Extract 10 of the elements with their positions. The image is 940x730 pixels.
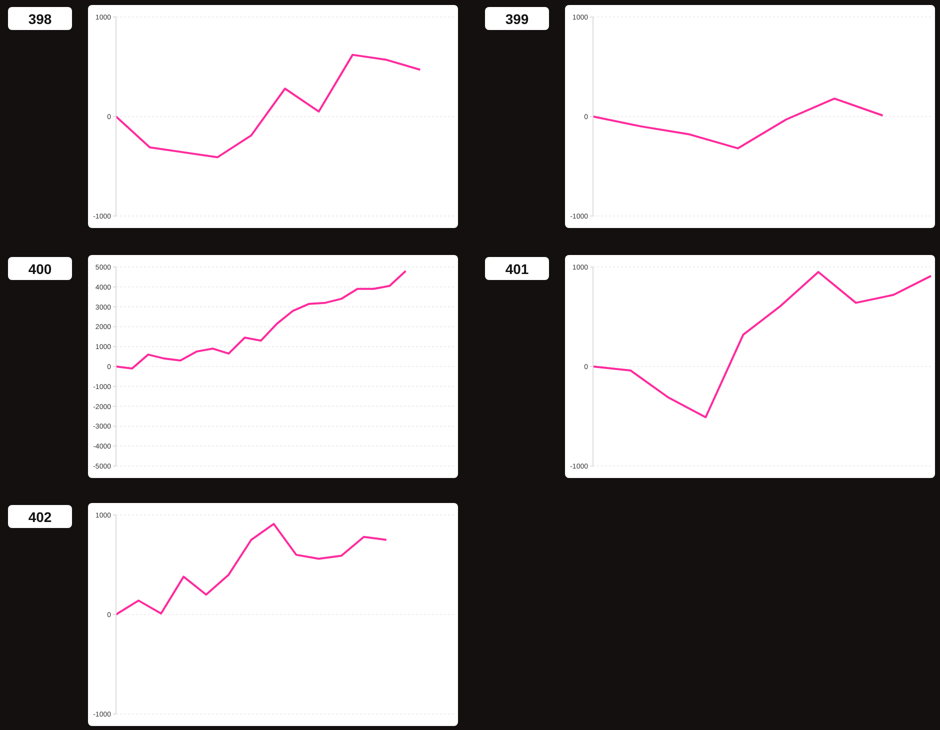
line-series [592,98,884,150]
chart-title: 401 [505,260,529,276]
chart-title: 398 [28,10,52,26]
line-series [115,54,422,158]
line-series [592,270,932,418]
line-series [115,270,407,370]
chart-title: 400 [28,260,52,276]
chart-title: 399 [505,10,529,26]
chart-title: 402 [28,508,52,524]
line-series [115,522,388,616]
